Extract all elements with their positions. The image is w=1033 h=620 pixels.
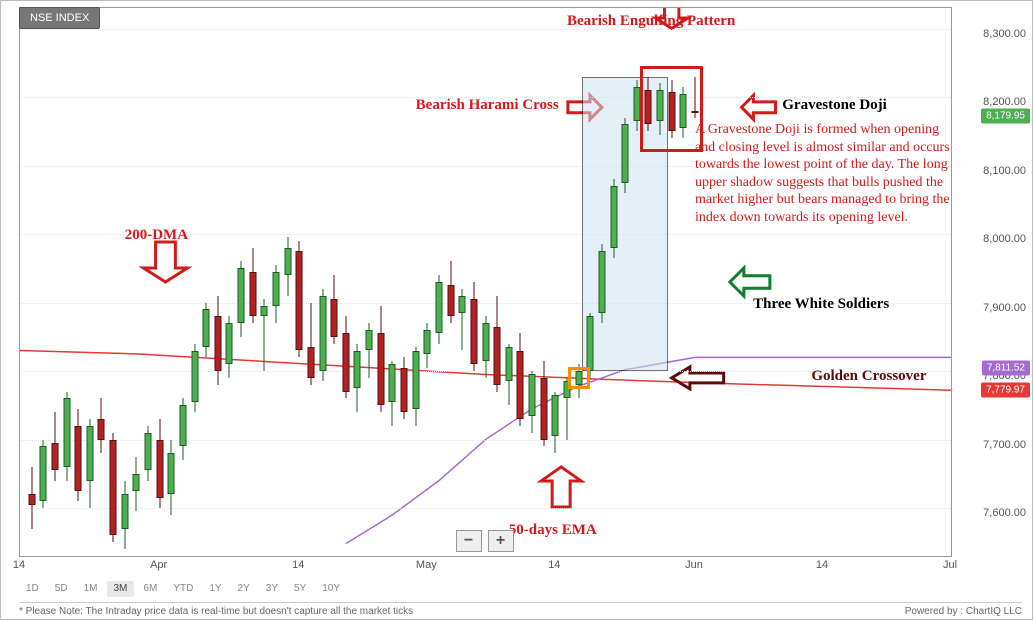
- chart-footer: * Please Note: The Intraday price data i…: [19, 602, 1022, 617]
- x-tick-label: 14: [816, 559, 828, 571]
- x-tick-label: 14: [292, 559, 304, 571]
- zoom-out-button[interactable]: −: [456, 530, 482, 552]
- footer-powered: Powered by : ChartIQ LLC: [905, 606, 1022, 617]
- y-gridline: [20, 508, 951, 509]
- range-btn-1y[interactable]: 1Y: [202, 581, 228, 597]
- y-tick-label: 8,300.00: [983, 28, 1026, 40]
- arr-50ema-icon: [541, 467, 581, 507]
- y-gridline: [20, 29, 951, 30]
- y-tick-label: 7,600.00: [983, 507, 1026, 519]
- golden-crossover-marker: [568, 367, 590, 389]
- range-btn-1m[interactable]: 1M: [77, 581, 105, 597]
- range-btn-3y[interactable]: 3Y: [259, 581, 285, 597]
- label-50ema: 50-days EMA: [509, 522, 597, 539]
- x-tick-label: 14: [548, 559, 560, 571]
- x-tick-label: Apr: [150, 559, 167, 571]
- range-btn-10y[interactable]: 10Y: [315, 581, 347, 597]
- label-harami: Bearish Harami Cross: [416, 97, 559, 114]
- zoom-in-button[interactable]: +: [488, 530, 514, 552]
- x-tick-label: Jul: [943, 559, 957, 571]
- y-tick-label: 7,700.00: [983, 439, 1026, 451]
- footer-note: * Please Note: The Intraday price data i…: [19, 606, 413, 617]
- price-marker-label: 8,179.95: [981, 108, 1030, 123]
- y-tick-label: 7,900.00: [983, 302, 1026, 314]
- y-tick-label: 8,200.00: [983, 96, 1026, 108]
- price-marker-label: 7,779.97: [981, 382, 1030, 397]
- chart-window: NSE INDEX 200-DMA 50-days EMA Bearish Engu…: [0, 0, 1033, 620]
- arr-200dma-icon: [143, 242, 187, 282]
- y-tick-label: 8,100.00: [983, 165, 1026, 177]
- price-marker-label: 7,811.52: [982, 361, 1030, 376]
- arr-gravestone-icon: [742, 95, 776, 119]
- x-axis: 14Apr14May14Jun14Jul: [19, 559, 952, 579]
- chart-plot-area[interactable]: 200-DMA 50-days EMA Bearish Engulfing Patt…: [19, 7, 952, 557]
- x-tick-label: 14: [13, 559, 25, 571]
- range-btn-1d[interactable]: 1D: [19, 581, 46, 597]
- range-btn-2y[interactable]: 2Y: [231, 581, 257, 597]
- range-btn-5y[interactable]: 5Y: [287, 581, 313, 597]
- range-selector: 1D5D1M3M6MYTD1Y2Y3Y5Y10Y: [19, 581, 952, 597]
- label-three-soldiers: Three White Soldiers: [753, 296, 889, 313]
- label-golden-crossover: Golden Crossover: [811, 368, 926, 385]
- range-btn-6m[interactable]: 6M: [136, 581, 164, 597]
- gravestone-description: A Gravestone Doji is formed when opening…: [695, 121, 955, 226]
- label-200dma: 200-DMA: [125, 227, 188, 244]
- arr-three-soldiers-icon: [730, 268, 770, 296]
- x-tick-label: May: [416, 559, 437, 571]
- label-bearish-engulfing: Bearish Engulfing Pattern: [567, 13, 735, 30]
- range-btn-5d[interactable]: 5D: [48, 581, 75, 597]
- x-tick-label: Jun: [685, 559, 703, 571]
- y-tick-label: 8,000.00: [983, 233, 1026, 245]
- label-gravestone: Gravestone Doji: [782, 97, 887, 114]
- range-btn-ytd[interactable]: YTD: [166, 581, 200, 597]
- pattern-highlight-box: [640, 66, 703, 152]
- index-badge: NSE INDEX: [19, 7, 100, 29]
- y-axis: 7,600.007,700.007,800.007,900.008,000.00…: [952, 7, 1032, 557]
- range-btn-3m[interactable]: 3M: [107, 581, 135, 597]
